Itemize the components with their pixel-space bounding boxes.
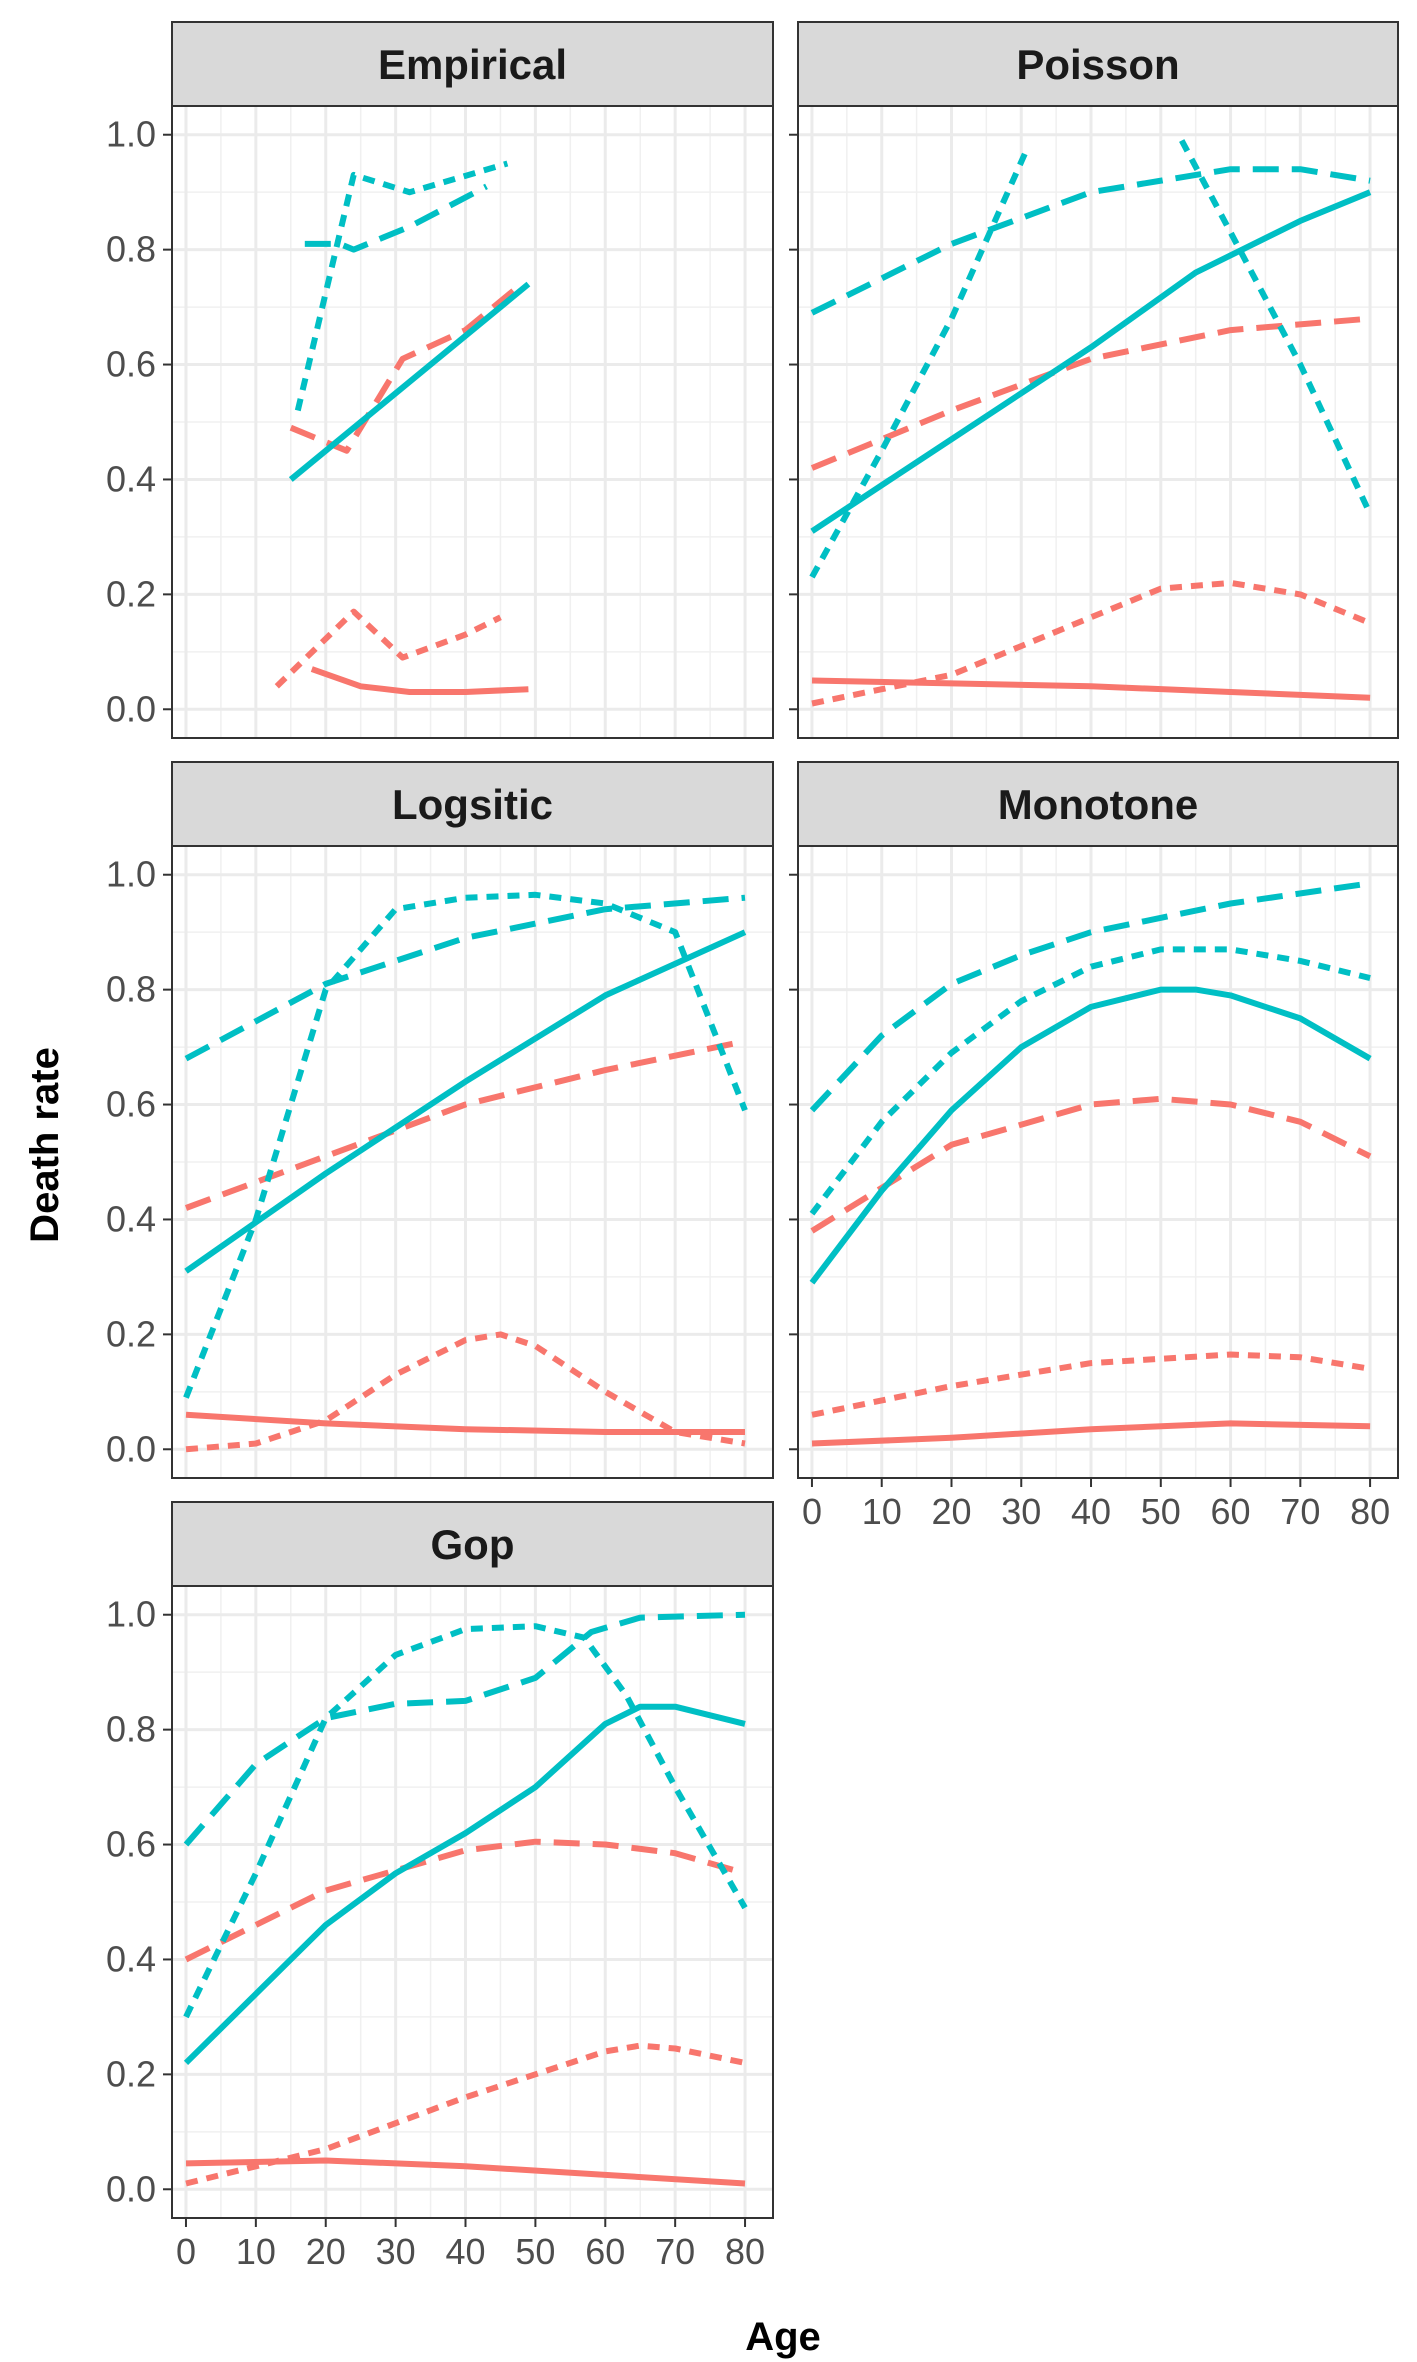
panel-title: Empirical [378, 41, 567, 88]
gridlines [172, 106, 773, 738]
series-line-1 [185, 1411, 745, 1435]
panel-border [797, 845, 1399, 1479]
y-tick-label: 0.8 [106, 229, 156, 270]
y-tick-label: 0.0 [106, 688, 156, 729]
y-axis-title: Death rate [23, 1047, 67, 1243]
y-tick-label: 1.0 [106, 114, 156, 155]
panel-border [171, 1585, 774, 2219]
gridlines [172, 1586, 773, 2218]
y-tick-label: 0.8 [106, 1709, 156, 1750]
series-line-2 [184, 1038, 746, 1211]
panel-strip [171, 1501, 774, 1587]
series-line-3 [811, 579, 1372, 707]
series-line-5 [810, 166, 1371, 316]
series-line-4 [184, 929, 747, 1274]
series-line-2 [184, 1838, 746, 1963]
series-line-3 [811, 1351, 1371, 1418]
panels: Empirical 0.0 0.2 0.4 0.6 0.8 1.0 Poisson Logsit… [106, 21, 1399, 2272]
x-tick-label: 40 [1071, 1491, 1111, 1532]
y-tick-label: 1.0 [106, 1594, 156, 1635]
series-line-6 [183, 1623, 748, 2019]
y-tick-label: 0.2 [106, 1313, 156, 1354]
series-line-4 [810, 189, 1372, 534]
x-tick-label: 20 [931, 1491, 971, 1532]
x-tick-label: 30 [1001, 1491, 1041, 1532]
panel-strip [171, 761, 774, 847]
y-tick-label: 1.0 [106, 854, 156, 895]
x-tick-label: 20 [306, 2231, 346, 2272]
panel-strip [797, 21, 1399, 107]
gridlines [172, 846, 773, 1478]
y-tick-label: 0.4 [106, 1198, 156, 1239]
x-tick-label: 10 [236, 2231, 276, 2272]
x-tick-label: 40 [445, 2231, 485, 2272]
y-tick-label: 0.2 [106, 2053, 156, 2094]
panel-border [797, 105, 1399, 739]
series-line-1 [310, 666, 529, 695]
y-tick-label: 0.4 [106, 458, 156, 499]
x-tick-label: 60 [585, 2231, 625, 2272]
series-line-3 [185, 1331, 746, 1453]
y-tick-label: 0.6 [106, 1824, 156, 1865]
series-line-2 [289, 281, 524, 454]
x-tick-label: 60 [1211, 1491, 1251, 1532]
panel-empirical: Empirical 0.0 0.2 0.4 0.6 0.8 1.0 [106, 21, 774, 739]
series-line-1 [811, 1420, 1371, 1447]
y-tick-label: 0.0 [106, 1428, 156, 1469]
x-tick-label: 30 [376, 2231, 416, 2272]
panel-title: Gop [431, 1521, 515, 1568]
y-tick-label: 0.0 [106, 2168, 156, 2209]
series-line-6 [183, 891, 748, 1399]
series-line-7 [1179, 139, 1373, 516]
x-tick-label: 0 [802, 1491, 822, 1532]
panel-strip [171, 21, 774, 107]
series-line-5 [304, 183, 488, 253]
panel-title: Monotone [998, 781, 1199, 828]
panel-title: Logsitic [392, 781, 553, 828]
series-line-3 [185, 2042, 746, 2187]
y-tick-label: 0.6 [106, 344, 156, 385]
panel-logsitic: Logsitic 0.0 0.2 0.4 0.6 0.8 1.0 [106, 761, 774, 1479]
series-line-6 [809, 144, 1031, 579]
x-tick-label: 0 [176, 2231, 196, 2272]
x-tick-label: 50 [1141, 1491, 1181, 1532]
y-tick-label: 0.8 [106, 969, 156, 1010]
y-tick-label: 0.2 [106, 573, 156, 614]
x-axis-title: Age [745, 2315, 821, 2359]
series-line-3 [274, 608, 502, 689]
series-line-4 [288, 281, 531, 482]
y-tick-label: 0.4 [106, 1938, 156, 1979]
series-line-6 [809, 946, 1371, 1216]
series-line-5 [183, 1611, 746, 1847]
x-tick-label: 80 [1350, 1491, 1390, 1532]
panel-border [171, 845, 774, 1479]
panel-poisson: Poisson [789, 21, 1399, 739]
x-tick-label: 70 [655, 2231, 695, 2272]
series-line-5 [809, 880, 1371, 1113]
panel-strip [797, 761, 1399, 847]
panel-monotone: Monotone 0 10 20 30 40 50 60 70 80 [789, 761, 1399, 1532]
panel-title: Poisson [1016, 41, 1179, 88]
series-line-2 [810, 1095, 1372, 1234]
gridlines [798, 106, 1398, 738]
series-line-4 [809, 986, 1372, 1285]
x-tick-label: 10 [862, 1491, 902, 1532]
series-line-2 [810, 315, 1371, 471]
panel-border [171, 105, 774, 739]
x-tick-label: 80 [725, 2231, 765, 2272]
x-tick-label: 70 [1280, 1491, 1320, 1532]
panel-gop: Gop 0.0 0.2 0.4 0.6 0.8 1.0 0 10 20 30 40 50 60 70 80 [106, 1501, 774, 2272]
x-tick-label: 50 [515, 2231, 555, 2272]
series-line-4 [183, 1703, 746, 2066]
y-tick-label: 0.6 [106, 1084, 156, 1125]
